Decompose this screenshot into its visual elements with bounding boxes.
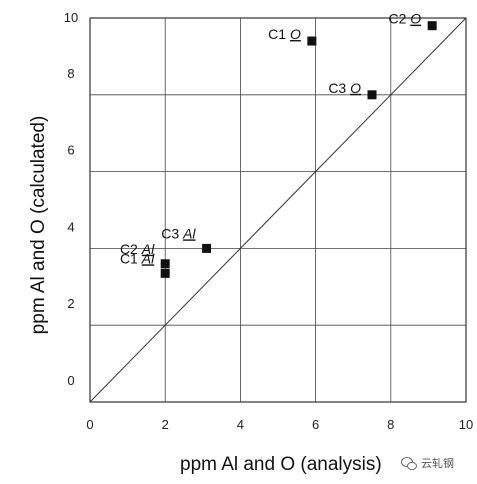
point-label-case: C1 xyxy=(120,250,142,266)
data-point-c2-al xyxy=(160,259,170,269)
y-axis-ticks: 0 2 4 6 8 10 xyxy=(64,10,78,388)
y-tick-label: 0 xyxy=(67,373,74,388)
y-tick-label: 6 xyxy=(67,143,74,158)
point-label-element: Al xyxy=(141,250,155,266)
x-tick-label: 10 xyxy=(459,417,473,432)
x-tick-label: 8 xyxy=(387,417,394,432)
data-point-c3-al xyxy=(202,243,212,253)
point-label-case: C3 xyxy=(161,225,183,241)
x-tick-label: 2 xyxy=(162,417,169,432)
point-label-case: C2 xyxy=(388,11,410,27)
point-label-element: O xyxy=(290,26,301,42)
watermark-text: 云轧钢 xyxy=(421,456,454,470)
x-axis-ticks: 0 2 4 6 8 10 xyxy=(86,417,473,432)
data-point-c2-o xyxy=(427,21,437,31)
data-point-c1-o xyxy=(307,36,317,46)
identity-line xyxy=(89,17,467,403)
data-point-c3-o xyxy=(367,90,377,100)
point-label-element: O xyxy=(350,80,361,96)
wechat-icon xyxy=(401,457,417,471)
y-tick-label: 8 xyxy=(67,66,74,81)
point-label: C3 Al xyxy=(161,225,196,241)
point-label-case: C2 xyxy=(120,241,142,257)
data-point-c1-al xyxy=(160,268,170,278)
point-label: C2 Al xyxy=(120,241,155,257)
plot-frame xyxy=(89,17,467,403)
point-label: C1 Al xyxy=(120,250,155,266)
point-label: C2 O xyxy=(388,11,421,27)
y-tick-label: 10 xyxy=(64,10,78,25)
y-tick-label: 4 xyxy=(67,219,74,234)
point-label: C3 O xyxy=(328,80,361,96)
data-points xyxy=(160,21,437,278)
point-label-case: C3 xyxy=(328,80,350,96)
x-tick-label: 6 xyxy=(312,417,319,432)
y-tick-label: 2 xyxy=(67,296,74,311)
y-axis-title: ppm Al and O (calculated) xyxy=(28,116,49,335)
x-tick-label: 4 xyxy=(237,417,244,432)
point-label-case: C1 xyxy=(268,26,290,42)
watermark: 云轧钢 xyxy=(401,456,454,471)
point-label-element: O xyxy=(410,11,421,27)
point-label-element: Al xyxy=(182,225,196,241)
grid xyxy=(90,18,466,402)
x-axis-title: ppm Al and O (analysis) xyxy=(180,454,382,475)
point-label-element: Al xyxy=(141,241,155,257)
point-label: C1 O xyxy=(268,26,301,42)
x-tick-label: 0 xyxy=(86,417,93,432)
